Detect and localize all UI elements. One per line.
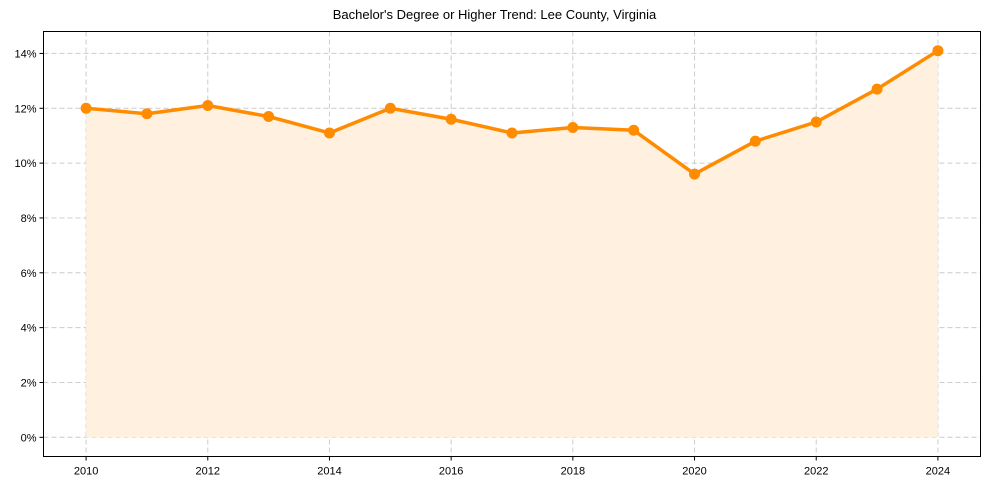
data-point [871, 83, 883, 95]
data-point [323, 127, 335, 139]
data-point [932, 45, 944, 57]
x-tick-label: 2014 [317, 466, 341, 478]
data-point [445, 113, 457, 125]
y-axis: 0% 2% 4% 6% 8% 10% 12% 14% [14, 48, 44, 444]
data-point [263, 111, 275, 122]
data-point [141, 108, 153, 120]
data-point [628, 124, 640, 136]
data-markers [80, 45, 944, 180]
data-point [506, 127, 518, 139]
x-tick-label: 2018 [561, 466, 585, 478]
data-point [567, 121, 579, 133]
data-point [689, 168, 701, 180]
x-tick-label: 2024 [926, 466, 950, 478]
y-tick-label: 4% [21, 323, 37, 335]
data-point [202, 100, 214, 112]
data-point [810, 116, 822, 128]
y-tick-label: 10% [14, 158, 36, 170]
area-fill [86, 50, 938, 438]
data-point [384, 102, 396, 114]
y-tick-label: 0% [21, 432, 37, 444]
data-point [80, 102, 92, 114]
x-tick-label: 2016 [439, 466, 463, 478]
y-tick-label: 2% [21, 377, 37, 389]
y-tick-label: 8% [21, 213, 37, 225]
y-tick-label: 12% [14, 103, 36, 115]
data-point [749, 135, 761, 147]
plot-frame [43, 31, 981, 457]
x-axis: 2010 2012 2014 2016 2018 2020 2022 2024 [74, 456, 950, 478]
chart-title: Bachelor's Degree or Higher Trend: Lee C… [332, 7, 657, 22]
x-tick-label: 2012 [196, 466, 220, 478]
y-tick-label: 6% [21, 268, 37, 280]
x-tick-label: 2010 [74, 466, 98, 478]
y-tick-label: 14% [14, 48, 36, 60]
x-tick-label: 2022 [804, 466, 828, 478]
x-tick-label: 2020 [682, 466, 706, 478]
